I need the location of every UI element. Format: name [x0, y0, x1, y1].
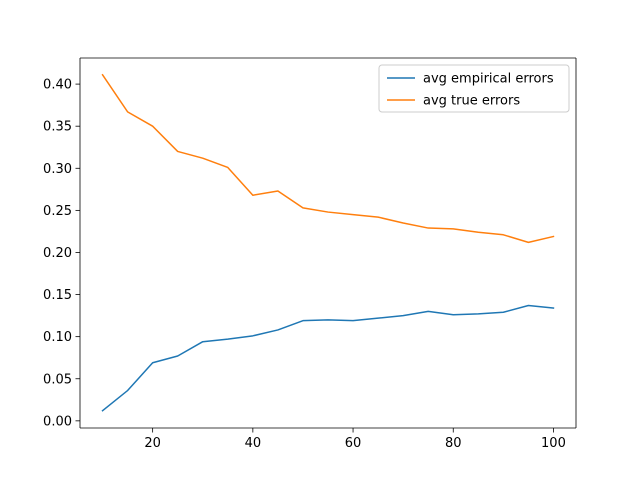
- legend-frame: [378, 64, 570, 113]
- y-tick-label: 0.40: [43, 78, 72, 93]
- y-tick-label: 0.15: [43, 288, 72, 303]
- axes-layer: 20 40 60 80 100 0.00 0.05 0.10 0.15 0.20 0.25 0.30 0…: [43, 57, 577, 451]
- series-line-avg-empirical-errors: [101, 304, 555, 412]
- series-layer: [101, 73, 555, 412]
- y-tick-label: 0.25: [43, 204, 72, 219]
- y-tick-label: 0.00: [43, 414, 72, 429]
- y-tick-label: 0.05: [43, 372, 72, 387]
- series-line-avg-true-errors: [101, 73, 555, 244]
- x-tick-label: 60: [345, 436, 362, 451]
- x-tick-label: 20: [144, 436, 161, 451]
- x-tick-label: 80: [445, 436, 462, 451]
- y-tick-label: 0.35: [43, 120, 72, 135]
- plot-background: [80, 58, 576, 428]
- legend-label-avg-empirical-errors: avg empirical errors: [423, 72, 554, 87]
- y-tick-label: 0.20: [43, 246, 72, 261]
- legend: avg empirical errors avg true errors: [378, 64, 570, 113]
- y-tick-label: 0.30: [43, 162, 72, 177]
- y-tick-label: 0.10: [43, 330, 72, 345]
- x-tick-label: 100: [541, 436, 566, 451]
- legend-label-avg-true-errors: avg true errors: [423, 94, 520, 109]
- x-tick-label: 40: [245, 436, 262, 451]
